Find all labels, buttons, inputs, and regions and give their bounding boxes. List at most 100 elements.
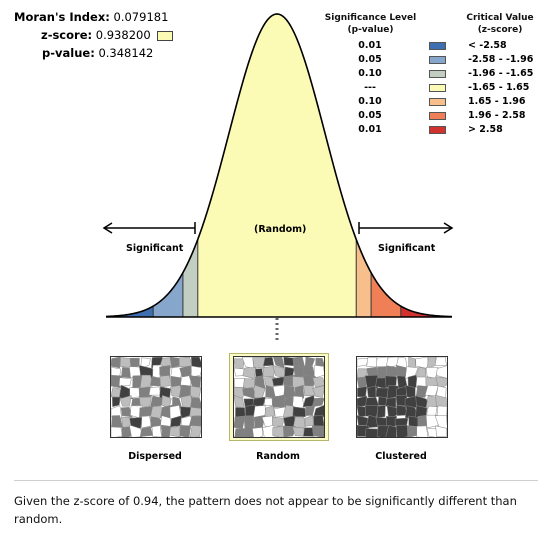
map-polygon xyxy=(313,404,324,418)
map-polygon xyxy=(141,415,152,429)
map-polygon xyxy=(376,425,390,437)
map-polygon xyxy=(119,395,132,407)
map-polygon xyxy=(293,365,307,378)
left-significant-label: Significant xyxy=(126,243,184,254)
map-polygon xyxy=(129,424,143,437)
random-map-label: Random xyxy=(256,451,300,462)
map-polygon xyxy=(149,395,163,409)
map-polygon xyxy=(407,425,418,437)
result-summary: Given the z-score of 0.94, the pattern d… xyxy=(14,494,517,526)
legend-swatch xyxy=(429,56,446,64)
critical-header-line2: (z-score) xyxy=(477,25,523,35)
map-polygon xyxy=(408,415,419,428)
map-polygon xyxy=(253,357,266,369)
curve-region xyxy=(356,239,372,317)
map-polygon xyxy=(129,416,143,429)
legend-swatch xyxy=(429,70,446,78)
map-polygon xyxy=(416,425,429,437)
morans-index-label: Moran's Index: xyxy=(14,10,110,24)
map-polygon xyxy=(118,377,132,387)
map-polygon xyxy=(242,367,257,380)
right-arrow-icon xyxy=(358,222,454,234)
legend-z-range: -2.58 - -1.96 xyxy=(468,54,534,65)
map-polygon xyxy=(190,365,201,378)
significance-level-header: Significance Level (p-value) xyxy=(318,12,423,36)
normal-distribution-curve xyxy=(102,13,454,340)
map-polygon xyxy=(178,357,193,368)
dispersed-pattern-map xyxy=(110,356,202,438)
map-polygon xyxy=(313,364,324,379)
map-polygon xyxy=(304,414,314,427)
legend-p-value: 0.05 xyxy=(358,54,382,65)
map-polygon xyxy=(140,357,151,369)
legend-p-value: 0.01 xyxy=(358,40,382,51)
legend-z-range: 1.96 - 2.58 xyxy=(468,110,526,121)
map-polygon xyxy=(188,375,201,388)
map-polygon xyxy=(365,428,379,437)
left-arrow-icon xyxy=(102,222,196,234)
p-value-value: 0.348142 xyxy=(98,46,154,60)
map-polygon xyxy=(395,424,409,437)
map-polygon xyxy=(244,424,256,437)
legend-swatch xyxy=(429,112,446,120)
map-polygon xyxy=(311,397,324,408)
map-polygon xyxy=(179,425,191,437)
map-polygon xyxy=(242,378,256,390)
map-polygon xyxy=(148,386,162,396)
legend-z-range: > 2.58 xyxy=(468,124,503,135)
map-polygon xyxy=(234,358,245,369)
map-polygon xyxy=(271,394,287,408)
curve-region xyxy=(400,306,452,317)
morans-index-stat: Moran's Index: 0.079181 xyxy=(14,10,168,24)
significance-header-line1: Significance Level xyxy=(324,13,417,23)
significance-header-line2: (p-value) xyxy=(347,25,394,35)
curve-outline xyxy=(105,13,453,318)
dispersed-label: Dispersed xyxy=(128,451,182,462)
map-polygon xyxy=(129,357,140,368)
map-polygon xyxy=(304,357,316,369)
map-polygon xyxy=(111,415,123,429)
map-polygon xyxy=(190,397,201,409)
map-polygon xyxy=(435,425,447,437)
z-score-value: 0.938200 xyxy=(95,28,151,42)
random-pattern-map xyxy=(233,356,325,438)
map-polygon xyxy=(425,414,439,429)
legend-z-range: -1.65 - 1.65 xyxy=(468,82,530,93)
curve-region-fills xyxy=(106,14,452,317)
map-polygon xyxy=(312,385,324,398)
map-polygon xyxy=(111,426,123,437)
legend-p-value: 0.01 xyxy=(358,124,382,135)
legend-swatch xyxy=(429,98,446,106)
divider xyxy=(14,480,538,481)
map-polygon xyxy=(188,415,201,427)
legend-swatch xyxy=(429,126,446,134)
map-polygon xyxy=(273,357,285,369)
legend-z-range: 1.65 - 1.96 xyxy=(468,96,526,107)
map-polygon xyxy=(120,407,133,418)
map-polygon xyxy=(160,424,171,437)
map-polygon xyxy=(408,357,416,369)
map-polygon xyxy=(312,377,324,388)
legend-z-range: -1.96 - -1.65 xyxy=(468,68,534,79)
map-polygon xyxy=(311,425,324,437)
map-polygon xyxy=(434,357,447,366)
legend-z-range: < -2.58 xyxy=(468,40,507,51)
map-polygon xyxy=(262,357,275,367)
map-polygon xyxy=(357,386,368,398)
map-polygon xyxy=(386,415,397,428)
map-polygon xyxy=(385,375,397,389)
map-polygon xyxy=(357,358,370,367)
map-polygon xyxy=(139,426,154,437)
map-polygon xyxy=(189,406,201,417)
map-polygon xyxy=(271,376,285,387)
map-polygon xyxy=(426,428,439,437)
z-score-label: z-score: xyxy=(41,28,93,42)
legend-swatch xyxy=(429,42,446,50)
curve-region xyxy=(106,306,154,317)
p-value-label: p-value: xyxy=(42,46,95,60)
legend-p-value: --- xyxy=(364,82,376,93)
map-polygon xyxy=(169,425,181,437)
map-polygon xyxy=(367,385,377,398)
critical-header-line1: Critical Value xyxy=(466,13,534,23)
